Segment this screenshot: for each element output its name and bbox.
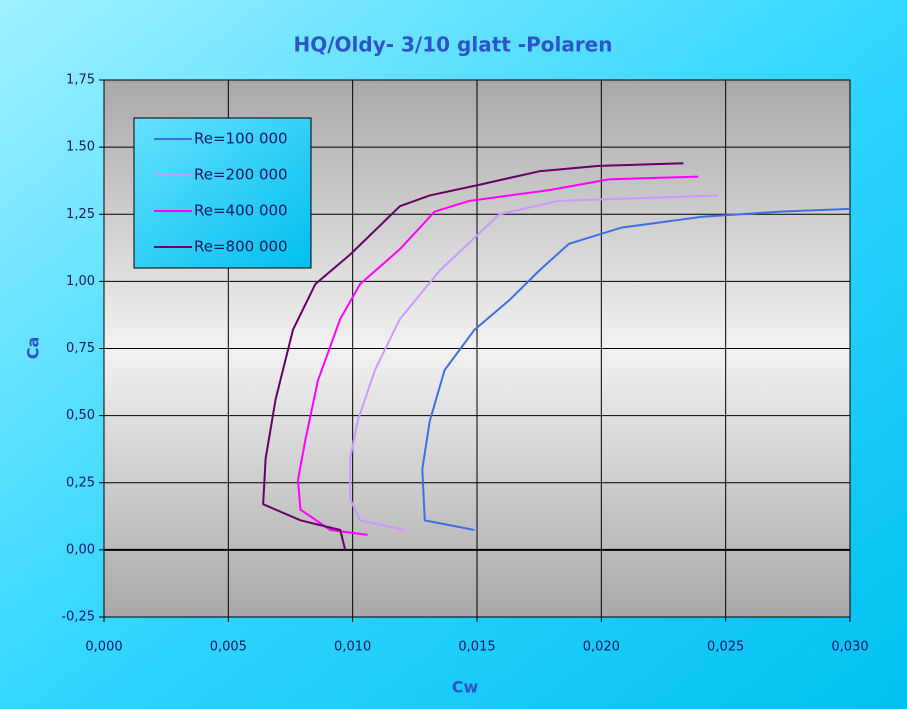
x-tick-label: 0,020: [583, 640, 620, 655]
legend-label: Re=100 000: [194, 130, 288, 148]
x-tick-label: 0,005: [210, 640, 247, 655]
x-tick-label: 0,025: [707, 640, 744, 655]
legend-label: Re=400 000: [194, 202, 288, 220]
series-line: [349, 194, 719, 531]
y-tick-label: 0,25: [66, 475, 95, 490]
x-tick-label: 0,030: [831, 640, 868, 655]
y-tick-label: -0,25: [61, 610, 95, 625]
y-axis-label: Ca: [24, 337, 43, 360]
series-line: [296, 175, 699, 536]
y-tick-label: 0,50: [66, 408, 95, 423]
legend-label: Re=200 000: [194, 166, 288, 184]
x-tick-label: 0,010: [334, 640, 371, 655]
y-tick-label: 0,75: [66, 341, 95, 356]
x-tick-label: 0,000: [85, 640, 122, 655]
y-tick-label: 1,25: [66, 207, 95, 222]
x-tick-label: 0,015: [458, 640, 495, 655]
chart-title: HQ/Oldy- 3/10 glatt -Polaren: [293, 33, 612, 57]
y-tick-label: 1,75: [66, 73, 95, 88]
legend-box: [133, 117, 312, 269]
plot-border: [103, 79, 851, 618]
legend-label: Re=800 000: [194, 238, 288, 256]
y-tick-label: 0,00: [66, 542, 95, 557]
series-line: [262, 162, 684, 551]
y-tick-label: 1.50: [66, 140, 95, 155]
y-tick-label: 1,00: [66, 274, 95, 289]
series-line: [421, 207, 851, 531]
x-axis-label: Cw: [452, 678, 479, 697]
